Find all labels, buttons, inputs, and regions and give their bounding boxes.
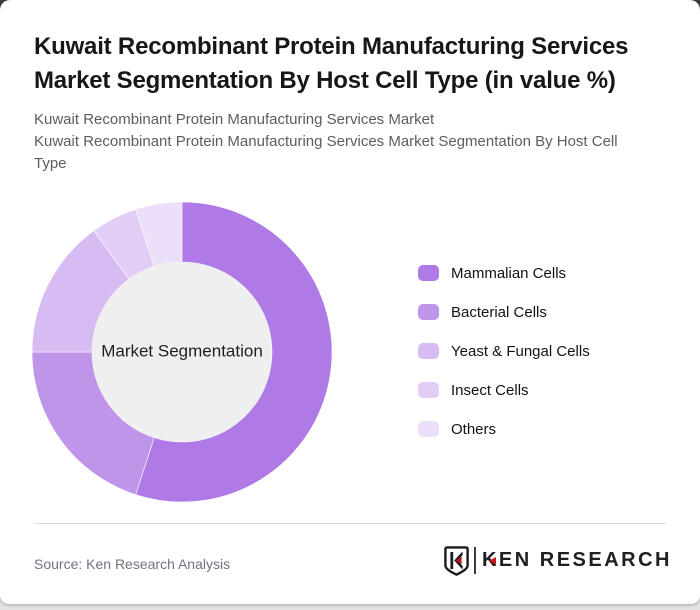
subtitle-line-1: Kuwait Recombinant Protein Manufacturing… (34, 111, 435, 128)
donut-center-circle (92, 262, 272, 442)
chart-legend: Mammalian Cells Bacterial Cells Yeast & … (418, 265, 590, 460)
ken-research-badge-icon (444, 545, 469, 576)
legend-swatch-bacterial (418, 304, 439, 320)
footer-divider (34, 523, 666, 524)
source-text: Source: Ken Research Analysis (34, 556, 231, 572)
logo-k-accent-icon (488, 556, 496, 565)
legend-item-bacterial-cells[interactable]: Bacterial Cells (418, 303, 590, 321)
legend-label: Others (451, 420, 497, 438)
legend-item-others[interactable]: Others (418, 420, 590, 438)
logo-separator (473, 547, 476, 574)
donut-svg (31, 201, 333, 503)
donut-chart: Market Segmentation (30, 200, 334, 504)
legend-label: Bacterial Cells (451, 303, 547, 321)
logo-brand-text: KEN RESEARCH (481, 549, 672, 571)
legend-swatch-yeast-fungal (418, 343, 439, 359)
legend-label: Insect Cells (451, 381, 529, 399)
page-title: Kuwait Recombinant Protein Manufacturing… (34, 33, 629, 94)
legend-item-mammalian-cells[interactable]: Mammalian Cells (418, 264, 590, 282)
legend-item-insect-cells[interactable]: Insect Cells (418, 381, 590, 399)
ken-research-logo: KEN RESEARCH (444, 545, 672, 576)
legend-swatch-others (418, 421, 439, 437)
subtitle-line-2: Kuwait Recombinant Protein Manufacturing… (34, 133, 618, 172)
legend-swatch-insect (418, 382, 439, 398)
legend-swatch-mammalian (418, 265, 439, 281)
legend-label: Mammalian Cells (451, 264, 567, 282)
legend-item-yeast-fungal-cells[interactable]: Yeast & Fungal Cells (418, 342, 590, 360)
legend-label: Yeast & Fungal Cells (451, 342, 590, 360)
